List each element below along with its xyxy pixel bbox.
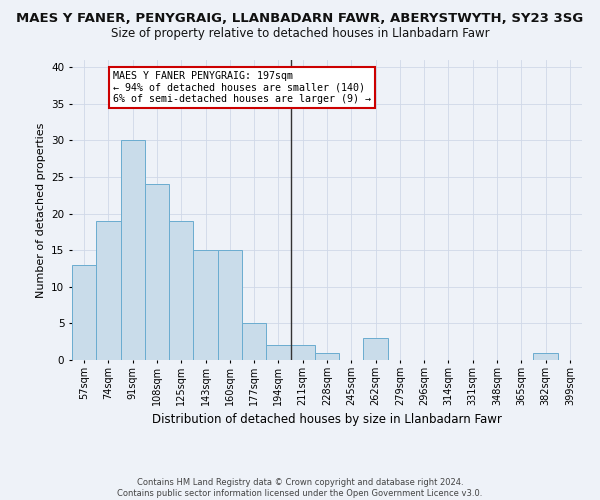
- Bar: [96, 221, 121, 360]
- Bar: [266, 346, 290, 360]
- Text: MAES Y FANER PENYGRAIG: 197sqm
← 94% of detached houses are smaller (140)
6% of : MAES Y FANER PENYGRAIG: 197sqm ← 94% of …: [113, 71, 371, 104]
- Bar: [193, 250, 218, 360]
- X-axis label: Distribution of detached houses by size in Llanbadarn Fawr: Distribution of detached houses by size …: [152, 414, 502, 426]
- Bar: [364, 338, 388, 360]
- Text: Contains HM Land Registry data © Crown copyright and database right 2024.
Contai: Contains HM Land Registry data © Crown c…: [118, 478, 482, 498]
- Bar: [145, 184, 169, 360]
- Bar: [533, 352, 558, 360]
- Bar: [169, 221, 193, 360]
- Bar: [315, 352, 339, 360]
- Bar: [242, 324, 266, 360]
- Bar: [121, 140, 145, 360]
- Bar: [290, 346, 315, 360]
- Bar: [72, 265, 96, 360]
- Bar: [218, 250, 242, 360]
- Y-axis label: Number of detached properties: Number of detached properties: [35, 122, 46, 298]
- Text: Size of property relative to detached houses in Llanbadarn Fawr: Size of property relative to detached ho…: [110, 28, 490, 40]
- Text: MAES Y FANER, PENYGRAIG, LLANBADARN FAWR, ABERYSTWYTH, SY23 3SG: MAES Y FANER, PENYGRAIG, LLANBADARN FAWR…: [16, 12, 584, 26]
